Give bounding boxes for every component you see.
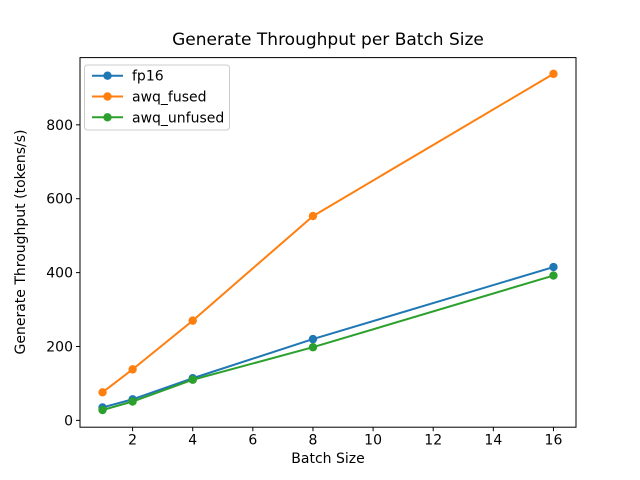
legend: fp16 awq_fused awq_unfused <box>84 64 230 131</box>
y-tick-label: 0 <box>64 413 73 429</box>
x-tick-label: 2 <box>128 433 137 449</box>
x-tick-label: 8 <box>309 433 318 449</box>
legend-marker <box>103 113 112 122</box>
legend-label-awq_unfused: awq_unfused <box>132 110 224 126</box>
y-axis-label: Generate Throughput (tokens/s) <box>13 129 29 355</box>
x-axis-label: Batch Size <box>291 451 365 467</box>
legend-box <box>84 64 230 131</box>
y-tick-label: 400 <box>46 266 73 282</box>
series-awq_unfused <box>98 271 558 415</box>
data-point-marker <box>128 397 137 406</box>
data-point-marker <box>128 365 137 374</box>
data-point-marker <box>188 375 197 384</box>
data-point-marker <box>98 405 107 415</box>
data-point-marker <box>549 262 558 272</box>
x-axis: 2 4 6 8 10 12 14 16 <box>128 427 562 449</box>
data-point-marker <box>308 334 318 344</box>
data-point-marker <box>549 69 558 79</box>
chart-title: Generate Throughput per Batch Size <box>172 30 484 50</box>
y-axis: 0 200 400 600 800 <box>46 118 80 429</box>
x-tick-label: 10 <box>364 433 382 449</box>
x-tick-label: 16 <box>545 433 563 449</box>
legend-marker <box>103 71 112 80</box>
data-point-marker <box>308 343 318 352</box>
y-tick-label: 800 <box>46 118 73 134</box>
x-tick-label: 4 <box>188 433 197 449</box>
data-point-marker <box>549 271 558 280</box>
legend-label-fp16: fp16 <box>132 69 164 85</box>
x-tick-label: 12 <box>424 433 442 449</box>
data-point-marker <box>98 388 107 397</box>
x-tick-label: 6 <box>248 433 257 449</box>
series-awq_fused <box>98 69 558 397</box>
legend-marker <box>103 92 112 101</box>
legend-label-awq_fused: awq_fused <box>132 90 207 106</box>
data-point-marker <box>308 211 318 221</box>
x-tick-label: 14 <box>484 433 502 449</box>
data-point-marker <box>188 316 197 325</box>
y-tick-label: 200 <box>46 339 73 355</box>
y-tick-label: 600 <box>46 192 73 208</box>
